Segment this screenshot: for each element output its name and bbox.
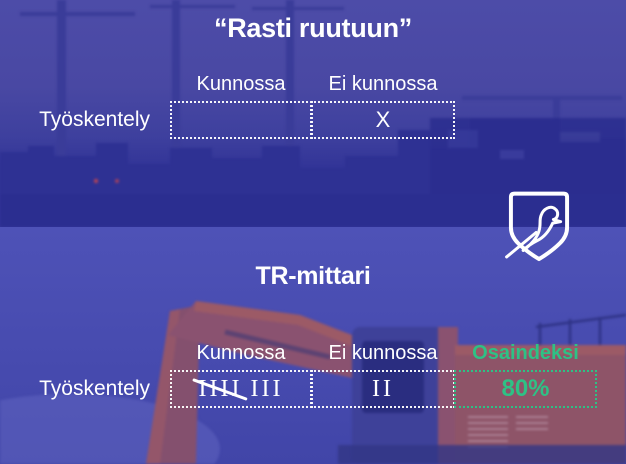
osaindeksi-box: 80%: [454, 370, 597, 408]
checkbox-kunnossa-box: [170, 101, 312, 139]
row-label-tyoskentely: Työskentely: [39, 108, 150, 131]
skyline-silhouette: [0, 0, 626, 227]
tally-remainder: III: [250, 376, 284, 402]
x-mark: X: [375, 107, 391, 132]
tally-group-of-five: IIII: [199, 372, 243, 406]
column-header-osaindeksi: Osaindeksi: [472, 342, 579, 364]
tally-kunnossa-box: IIII III: [170, 370, 312, 408]
bird-shield-logo-icon: [503, 186, 575, 266]
excavator-silhouette: [0, 301, 626, 464]
column-header-kunnossa: Kunnossa: [196, 73, 286, 95]
osaindeksi-value: 80%: [501, 375, 550, 402]
column-header-kunnossa-tr: Kunnossa: [196, 342, 286, 364]
column-header-ei-kunnossa-tr: Ei kunnossa: [328, 342, 438, 364]
construction-site-photo: [0, 0, 626, 227]
column-header-ei-kunnossa: Ei kunnossa: [328, 73, 438, 95]
checkbox-method-title: “Rasti ruutuun”: [214, 13, 412, 43]
tally-ei-kunnossa-value: II: [372, 376, 394, 402]
bird-shield-icon: [505, 191, 570, 262]
tally-ei-kunnossa-box: II: [311, 370, 455, 408]
excavator-photo: [0, 227, 626, 464]
checkbox-ei-kunnossa-box: X: [311, 101, 455, 139]
row-label-tyoskentely-tr: Työskentely: [39, 377, 150, 400]
tr-method-title: TR-mittari: [255, 262, 371, 290]
